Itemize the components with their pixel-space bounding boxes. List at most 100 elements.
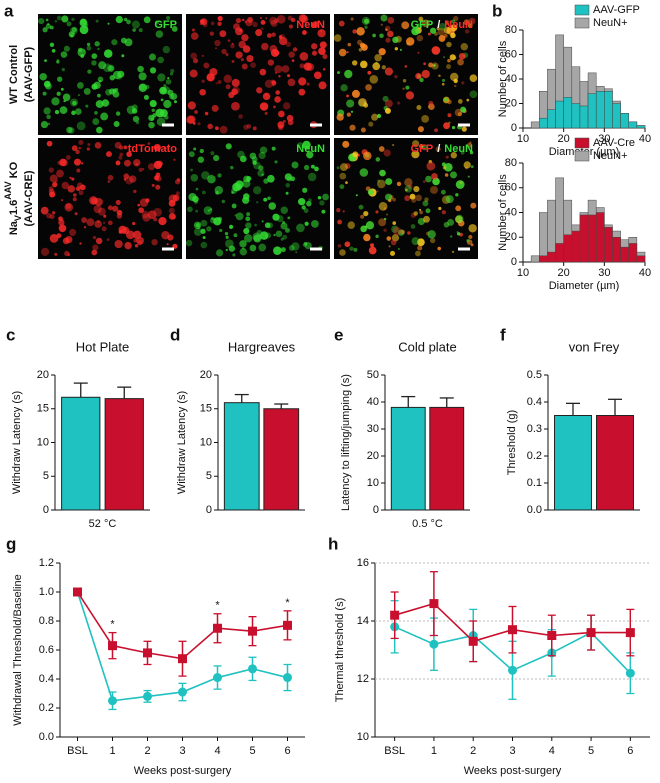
y-tick-label: 0.1 [527, 477, 542, 489]
cell [171, 25, 178, 32]
channel-label: NeuN [296, 19, 325, 31]
cell [138, 167, 143, 172]
cell [202, 236, 206, 240]
cell [372, 33, 376, 38]
cell [76, 121, 86, 131]
cell [209, 31, 215, 36]
cell [299, 63, 305, 69]
cell [103, 49, 113, 58]
cell [317, 29, 326, 38]
cell [40, 206, 49, 215]
cell [48, 188, 55, 195]
row-label: NaV1.6AAV KO [3, 161, 23, 235]
cell [311, 50, 318, 56]
cell [252, 21, 258, 28]
cell [360, 127, 366, 133]
marker [143, 648, 152, 658]
cell [61, 181, 70, 190]
cell [166, 16, 171, 20]
cell [213, 154, 220, 162]
cell [264, 111, 268, 115]
channel-label: GFP / NeuN [411, 143, 473, 155]
cell [62, 93, 71, 102]
cell [48, 186, 54, 191]
cell [376, 179, 386, 189]
cell [173, 158, 176, 161]
histogram-bar [612, 237, 621, 263]
cell [319, 200, 325, 206]
cell [116, 74, 122, 80]
x-tick-label: BSL [67, 745, 88, 757]
cell [430, 237, 436, 244]
cell [407, 231, 411, 235]
cell [79, 184, 86, 191]
cell [416, 34, 424, 42]
cell [311, 43, 318, 50]
cell [342, 210, 345, 213]
cell [390, 250, 396, 256]
cell [235, 27, 244, 36]
cell [83, 87, 91, 95]
histogram-bar [595, 91, 605, 129]
cell [58, 216, 63, 222]
cell [225, 143, 232, 150]
channel-label-part: / [437, 143, 440, 155]
cell [344, 241, 351, 248]
histogram-bar [555, 243, 564, 263]
cell [285, 41, 292, 47]
cell [201, 190, 206, 195]
cell [238, 114, 243, 119]
cell [392, 143, 395, 147]
cell [96, 126, 103, 134]
cell [259, 68, 267, 76]
y-tick-label: 0 [43, 504, 49, 516]
cell [38, 17, 45, 25]
cell [214, 39, 221, 47]
cell [217, 15, 223, 22]
cell [43, 80, 51, 88]
cell [265, 232, 272, 239]
cell [170, 68, 175, 73]
cell [211, 104, 219, 112]
cell [387, 30, 394, 38]
cell [133, 238, 138, 243]
cell [126, 105, 136, 115]
cell [240, 58, 244, 62]
cell [267, 222, 274, 229]
y-tick-label: 10 [367, 477, 379, 489]
cell [243, 124, 249, 130]
cell [273, 246, 282, 255]
row-sublabel: (AAV-GFP) [23, 46, 35, 102]
histogram-bar [563, 97, 573, 129]
cell [415, 194, 422, 202]
cell [276, 14, 286, 24]
cell [444, 173, 449, 177]
cell [451, 250, 455, 254]
y-tick-label: 16 [357, 557, 369, 569]
cell [92, 118, 100, 125]
cell [411, 150, 420, 159]
cell [424, 197, 429, 202]
cell [431, 62, 439, 70]
cell [214, 185, 223, 195]
cell [138, 72, 147, 81]
x-tick-label: 40 [639, 133, 651, 145]
cell [455, 180, 465, 189]
histogram-bar [628, 121, 638, 129]
cell [275, 90, 280, 95]
cell [337, 219, 343, 225]
cell [390, 239, 397, 246]
cell [259, 231, 269, 240]
cell [223, 74, 232, 84]
bar [596, 415, 634, 511]
cell [246, 212, 251, 217]
cell [392, 36, 399, 44]
cell [346, 94, 349, 98]
cell [311, 219, 319, 228]
cell [361, 44, 368, 51]
cell [274, 65, 283, 74]
cell [119, 152, 124, 157]
cell [73, 193, 77, 197]
cell [163, 146, 167, 150]
cell [246, 124, 252, 129]
